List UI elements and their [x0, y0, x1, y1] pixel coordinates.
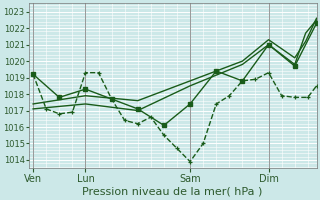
X-axis label: Pression niveau de la mer( hPa ): Pression niveau de la mer( hPa ): [83, 187, 263, 197]
